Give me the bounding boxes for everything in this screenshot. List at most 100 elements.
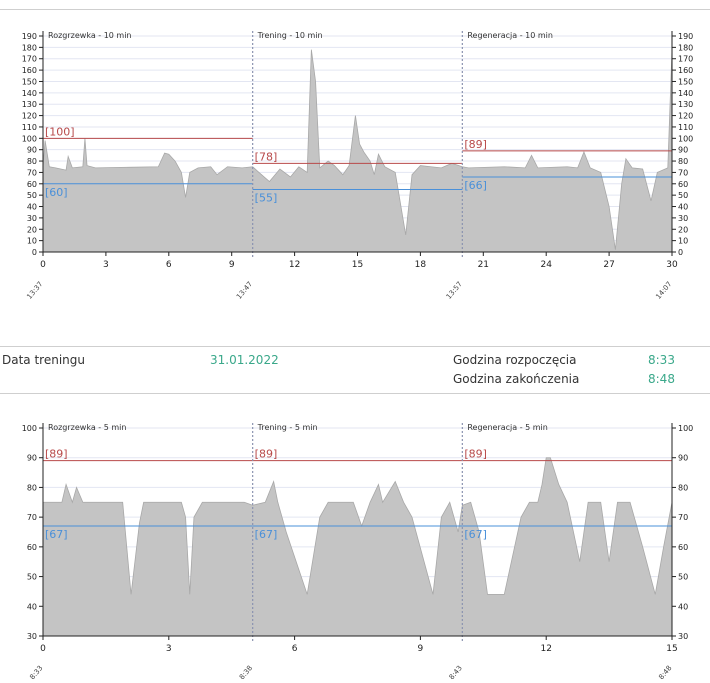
x-tick-label: 3 bbox=[166, 644, 172, 654]
upper-limit-label: [89] bbox=[255, 448, 278, 461]
y-tick-label-left: 30 bbox=[27, 632, 37, 641]
y-tick-label-left: 90 bbox=[27, 146, 37, 155]
y-tick-label-left: 180 bbox=[22, 43, 37, 52]
y-tick-label-left: 80 bbox=[27, 483, 37, 492]
y-tick-label-left: 70 bbox=[27, 513, 37, 522]
x-tick-label: 0 bbox=[40, 644, 46, 654]
x-tick-label: 24 bbox=[540, 260, 552, 270]
x-tick-label: 6 bbox=[166, 260, 172, 270]
phase-label: Rozgrzewka - 5 min bbox=[48, 423, 126, 432]
heart-rate-area bbox=[42, 49, 673, 253]
info-divider-bottom bbox=[0, 393, 710, 394]
y-tick-label-left: 100 bbox=[22, 134, 37, 143]
y-tick-label-right: 90 bbox=[678, 454, 688, 463]
y-tick-label-left: 110 bbox=[22, 123, 37, 132]
y-tick-label-left: 140 bbox=[22, 89, 37, 98]
y-tick-label-right: 60 bbox=[678, 543, 688, 552]
y-tick-label-right: 160 bbox=[678, 66, 693, 75]
y-tick-label-right: 110 bbox=[678, 123, 693, 132]
y-tick-label-right: 140 bbox=[678, 89, 693, 98]
y-tick-label-right: 40 bbox=[678, 203, 688, 212]
x-tick-label: 18 bbox=[415, 260, 427, 270]
time-label: 13:57 bbox=[445, 280, 464, 301]
y-tick-label-left: 60 bbox=[27, 543, 37, 552]
phase-label: Trening - 5 min bbox=[257, 423, 318, 432]
time-label: 13:47 bbox=[235, 280, 254, 301]
upper-limit-label: [89] bbox=[464, 138, 487, 151]
y-tick-label-right: 50 bbox=[678, 573, 688, 582]
x-tick-label: 30 bbox=[666, 260, 678, 270]
info-divider-top bbox=[0, 346, 710, 347]
upper-limit-label: [89] bbox=[45, 448, 68, 461]
heart-rate-area bbox=[42, 457, 673, 637]
chart-svg-1: [100] [60] Rozgrzewka - 10 min [78] [55] Tren… bbox=[22, 31, 693, 301]
phase-label: Regeneracja - 5 min bbox=[467, 423, 548, 432]
x-tick-label: 0 bbox=[40, 260, 46, 270]
x-tick-label: 21 bbox=[478, 260, 489, 270]
y-tick-label-right: 80 bbox=[678, 157, 688, 166]
upper-limit-label: [100] bbox=[45, 125, 75, 138]
y-tick-label-left: 50 bbox=[27, 191, 37, 200]
upper-limit-label: [89] bbox=[464, 448, 487, 461]
lower-limit-label: [60] bbox=[45, 186, 68, 199]
x-tick-label: 27 bbox=[603, 260, 614, 270]
y-tick-label-left: 150 bbox=[22, 77, 37, 86]
y-tick-label-right: 100 bbox=[678, 134, 693, 143]
x-tick-label: 12 bbox=[289, 260, 300, 270]
phase-label: Trening - 10 min bbox=[257, 31, 323, 40]
y-tick-label-left: 0 bbox=[32, 248, 37, 257]
x-tick-label: 6 bbox=[292, 644, 298, 654]
y-tick-label-left: 40 bbox=[27, 203, 37, 212]
y-tick-label-right: 120 bbox=[678, 112, 693, 121]
y-tick-label-right: 0 bbox=[678, 248, 683, 257]
time-label: 8:48 bbox=[657, 664, 673, 679]
y-tick-label-left: 30 bbox=[27, 214, 37, 223]
lower-limit-label: [67] bbox=[464, 528, 487, 541]
y-tick-label-left: 50 bbox=[27, 573, 37, 582]
training-date-value: 31.01.2022 bbox=[210, 353, 279, 367]
top-divider bbox=[0, 9, 710, 10]
y-tick-label-left: 80 bbox=[27, 157, 37, 166]
y-tick-label-right: 80 bbox=[678, 483, 688, 492]
y-tick-label-right: 60 bbox=[678, 180, 688, 189]
y-tick-label-left: 40 bbox=[27, 602, 37, 611]
end-time-label: Godzina zakończenia bbox=[453, 372, 580, 386]
y-tick-label-right: 100 bbox=[678, 424, 693, 433]
y-tick-label-right: 70 bbox=[678, 168, 688, 177]
heart-rate-chart-session-2: [89] [67] Rozgrzewka - 5 min [89] [67] Trenin… bbox=[0, 408, 710, 681]
y-tick-label-right: 190 bbox=[678, 32, 693, 41]
time-label: 8:38 bbox=[238, 664, 254, 679]
y-tick-label-right: 130 bbox=[678, 100, 693, 109]
y-tick-label-right: 20 bbox=[678, 225, 688, 234]
y-tick-label-right: 180 bbox=[678, 43, 693, 52]
y-tick-label-right: 30 bbox=[678, 632, 688, 641]
y-tick-label-right: 150 bbox=[678, 77, 693, 86]
y-tick-label-right: 170 bbox=[678, 55, 693, 64]
y-tick-label-left: 100 bbox=[22, 424, 37, 433]
lower-limit-label: [66] bbox=[464, 179, 487, 192]
time-label: 8:33 bbox=[28, 664, 44, 679]
y-tick-label-left: 170 bbox=[22, 55, 37, 64]
x-tick-label: 15 bbox=[352, 260, 363, 270]
time-label: 13:37 bbox=[25, 280, 44, 301]
upper-limit-label: [78] bbox=[255, 150, 278, 163]
y-tick-label-left: 70 bbox=[27, 168, 37, 177]
y-tick-label-left: 90 bbox=[27, 454, 37, 463]
end-time-value: 8:48 bbox=[648, 372, 675, 386]
y-tick-label-left: 20 bbox=[27, 225, 37, 234]
y-tick-label-right: 90 bbox=[678, 146, 688, 155]
lower-limit-label: [67] bbox=[45, 528, 68, 541]
y-tick-label-left: 60 bbox=[27, 180, 37, 189]
start-time-value: 8:33 bbox=[648, 353, 675, 367]
y-tick-label-left: 120 bbox=[22, 112, 37, 121]
x-tick-label: 3 bbox=[103, 260, 109, 270]
x-tick-label: 9 bbox=[229, 260, 235, 270]
y-tick-label-left: 130 bbox=[22, 100, 37, 109]
phase-label: Rozgrzewka - 10 min bbox=[48, 31, 132, 40]
y-tick-label-left: 10 bbox=[27, 237, 37, 246]
x-tick-label: 15 bbox=[666, 644, 677, 654]
time-label: 14:07 bbox=[654, 280, 673, 301]
lower-limit-label: [55] bbox=[255, 191, 278, 204]
training-info: Data treningu 31.01.2022 Godzina rozpocz… bbox=[0, 344, 710, 394]
y-tick-label-right: 40 bbox=[678, 602, 688, 611]
